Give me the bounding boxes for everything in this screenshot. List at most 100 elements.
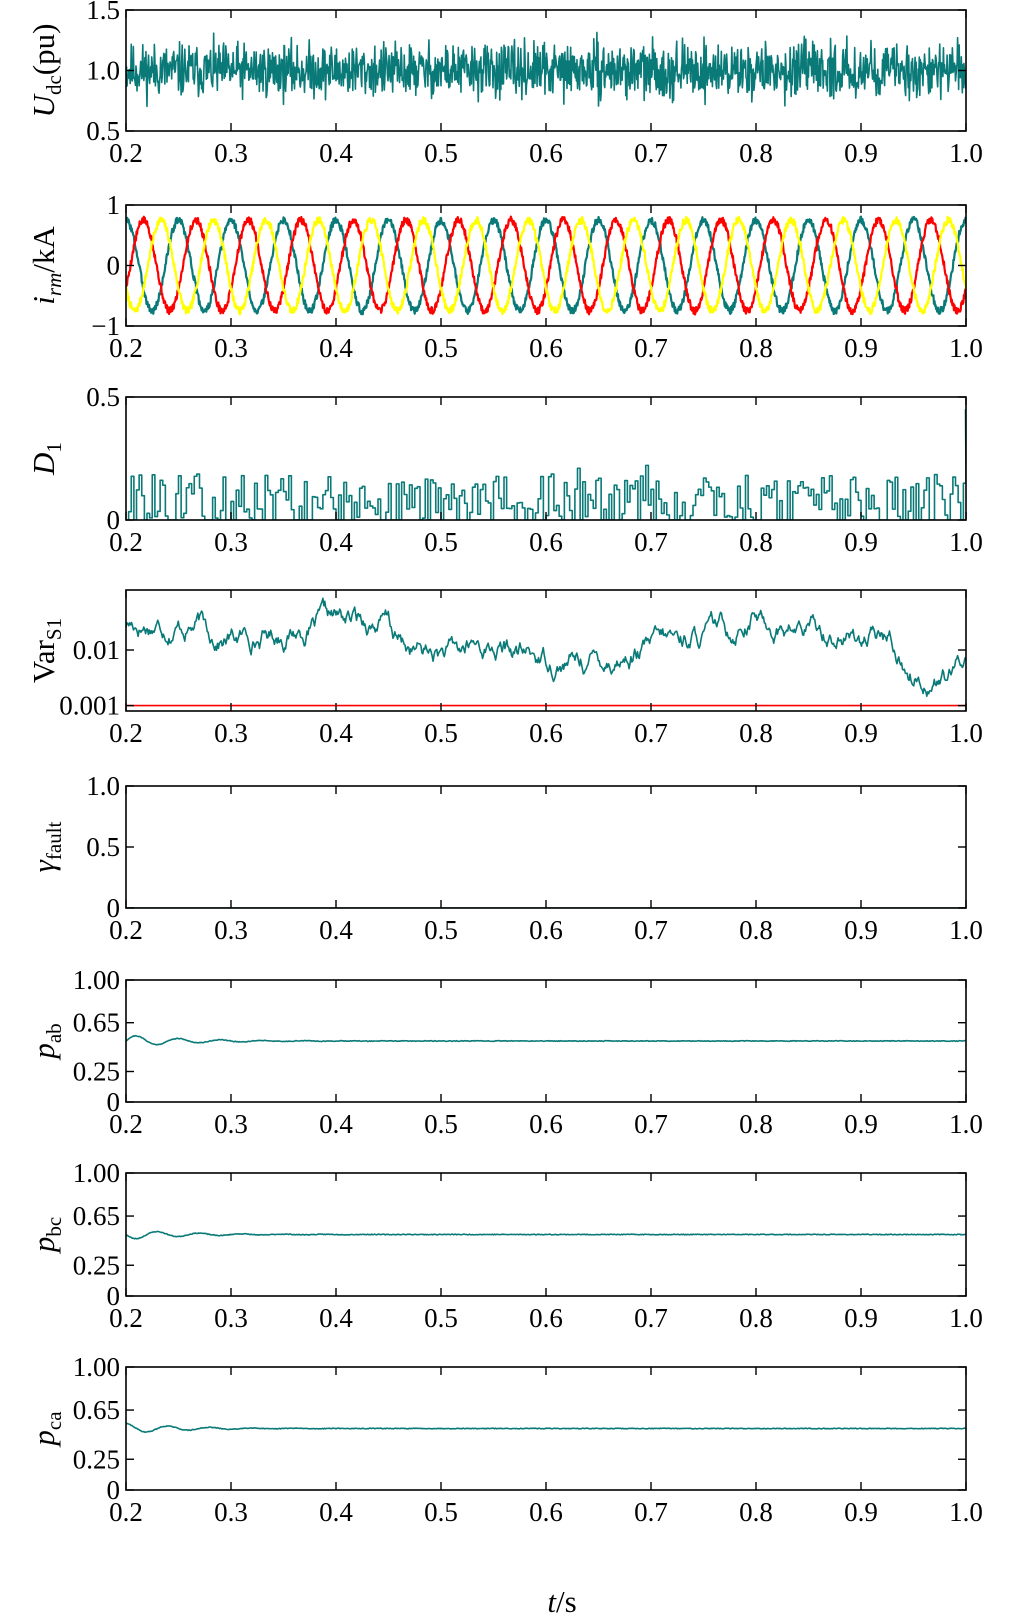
x-tick-label: 0.2 xyxy=(109,527,143,557)
x-tick-label: 1.0 xyxy=(949,1303,983,1333)
x-tick-label: 0.9 xyxy=(844,1303,878,1333)
x-tick-label: 0.6 xyxy=(529,1497,563,1527)
y-tick-label: 0.25 xyxy=(73,1444,120,1474)
x-tick-label: 0.7 xyxy=(634,527,668,557)
x-tick-label: 0.2 xyxy=(109,915,143,945)
y-axis-label: Udc(pu) xyxy=(26,24,66,118)
y-tick-label: 0 xyxy=(107,251,121,281)
x-tick-label: 0.9 xyxy=(844,1497,878,1527)
x-tick-label: 0.2 xyxy=(109,1303,143,1333)
series-line-4-1 xyxy=(126,597,966,697)
x-tick-label: 0.9 xyxy=(844,333,878,363)
series-line-7-1 xyxy=(126,1230,966,1240)
y-tick-label: 0.25 xyxy=(73,1057,120,1087)
x-tick-label: 0.9 xyxy=(844,1109,878,1139)
chart-panel-7: 0.2 0.3 0.4 0.5 0.6 0.7 0.8 0.9 1.000.250.651.00… xyxy=(26,1158,983,1333)
x-tick-label: 0.5 xyxy=(424,915,458,945)
x-tick-label: 0.8 xyxy=(739,138,773,168)
plot-frame xyxy=(125,785,967,909)
y-tick-label: 0.65 xyxy=(73,1395,120,1425)
y-axis-label: pca xyxy=(26,1411,66,1448)
y-axis-label: pbc xyxy=(26,1217,66,1254)
x-tick-label: 0.2 xyxy=(109,138,143,168)
x-tick-label: 0.8 xyxy=(739,1497,773,1527)
x-tick-label: 0.8 xyxy=(739,1303,773,1333)
chart-panel-1: 0.2 0.3 0.4 0.5 0.6 0.7 0.8 0.9 1.0 0.5 1.0 1.5 Udc(… xyxy=(26,0,983,168)
x-tick-label: 0.5 xyxy=(424,1109,458,1139)
x-tick-label: 0.4 xyxy=(319,138,353,168)
x-tick-label: 0.6 xyxy=(529,1109,563,1139)
x-tick-label: 0.5 xyxy=(424,1497,458,1527)
x-tick-label: 0.9 xyxy=(844,718,878,748)
x-tick-label: 0.5 xyxy=(424,1303,458,1333)
series-line-3-1 xyxy=(126,409,966,520)
chart-panel-2: 0.2 0.3 0.4 0.5 0.6 0.7 0.8 0.9 1.0 −1 0 1 irm/kA xyxy=(26,190,983,363)
x-tick-label: 0.7 xyxy=(634,1109,668,1139)
x-tick-label: 0.7 xyxy=(634,138,668,168)
x-tick-label: 0.3 xyxy=(214,1303,248,1333)
x-tick-label: 0.4 xyxy=(319,1109,353,1139)
chart-panel-5: 0.2 0.3 0.4 0.5 0.6 0.7 0.8 0.9 1.0 0 0.5 1.0 γfault xyxy=(26,771,983,945)
y-tick-label: 0.65 xyxy=(73,1201,120,1231)
x-tick-label: 0.5 xyxy=(424,333,458,363)
x-tick-label: 0.4 xyxy=(319,1303,353,1333)
y-tick-label: 1.00 xyxy=(73,1352,120,1382)
x-tick-label: 0.7 xyxy=(634,915,668,945)
y-tick-label: 0.65 xyxy=(73,1008,120,1038)
x-tick-label: 0.3 xyxy=(214,718,248,748)
y-tick-label: 0 xyxy=(107,1281,121,1311)
x-tick-label: 0.3 xyxy=(214,138,248,168)
x-tick-label: 0.5 xyxy=(424,138,458,168)
x-tick-label: 0.2 xyxy=(109,1109,143,1139)
x-tick-label: 0.4 xyxy=(319,527,353,557)
x-tick-label: 0.6 xyxy=(529,333,563,363)
x-tick-label: 0.9 xyxy=(844,915,878,945)
x-tick-label: 0.2 xyxy=(109,718,143,748)
x-tick-label: 0.3 xyxy=(214,1109,248,1139)
x-tick-label: 1.0 xyxy=(949,527,983,557)
y-axis-label: γfault xyxy=(26,821,66,872)
x-tick-label: 0.8 xyxy=(739,718,773,748)
x-tick-label: 0.4 xyxy=(319,333,353,363)
y-tick-label: 0.01 xyxy=(73,635,120,665)
x-tick-label: 0.8 xyxy=(739,915,773,945)
x-tick-label: 1.0 xyxy=(949,1497,983,1527)
y-tick-label: 1.00 xyxy=(73,1158,120,1188)
y-tick-label: 0.5 xyxy=(86,116,120,146)
x-tick-label: 0.5 xyxy=(424,718,458,748)
x-tick-label: 0.3 xyxy=(214,1497,248,1527)
x-tick-label: 1.0 xyxy=(949,1109,983,1139)
chart-panel-8: 0.2 0.3 0.4 0.5 0.6 0.7 0.8 0.9 1.000.250.651.00… xyxy=(26,1352,983,1527)
y-tick-label: 0.25 xyxy=(73,1250,120,1280)
y-tick-label: 0 xyxy=(107,1087,121,1117)
series-line-6-1 xyxy=(126,1034,966,1046)
y-axis-label: irm/kA xyxy=(26,226,66,305)
x-tick-label: 0.8 xyxy=(739,1109,773,1139)
x-tick-label: 0.7 xyxy=(634,1497,668,1527)
y-tick-label: 0.5 xyxy=(86,382,120,412)
y-axis-label: D1 xyxy=(26,442,66,476)
y-tick-label: 1.5 xyxy=(86,0,120,25)
x-tick-label: 0.9 xyxy=(844,527,878,557)
x-tick-label: 0.8 xyxy=(739,527,773,557)
series-line-8-1 xyxy=(126,1422,966,1434)
y-axis-label: VarS1 xyxy=(26,618,66,683)
x-tick-label: 0.6 xyxy=(529,718,563,748)
y-tick-label: 1.0 xyxy=(86,771,120,801)
x-tick-label: 0.8 xyxy=(739,333,773,363)
x-tick-label: 0.3 xyxy=(214,333,248,363)
x-tick-label: 0.4 xyxy=(319,1497,353,1527)
x-tick-label: 0.4 xyxy=(319,915,353,945)
y-tick-label: 0.5 xyxy=(86,832,120,862)
x-tick-label: 0.4 xyxy=(319,718,353,748)
x-tick-label: 1.0 xyxy=(949,333,983,363)
x-tick-label: 1.0 xyxy=(949,718,983,748)
x-tick-label: 0.2 xyxy=(109,1497,143,1527)
y-axis-label: pab xyxy=(26,1023,66,1060)
x-tick-label: 0.6 xyxy=(529,915,563,945)
x-tick-label: 0.3 xyxy=(214,915,248,945)
y-tick-label: 0 xyxy=(107,893,121,923)
x-tick-label: 0.6 xyxy=(529,138,563,168)
x-tick-label: 0.6 xyxy=(529,1303,563,1333)
